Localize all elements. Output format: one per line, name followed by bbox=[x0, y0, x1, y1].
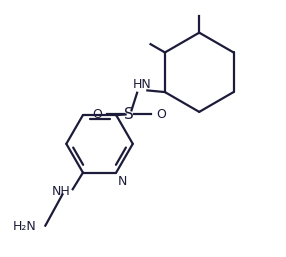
Text: HN: HN bbox=[132, 78, 151, 91]
Text: N: N bbox=[118, 175, 128, 188]
Text: O: O bbox=[156, 108, 166, 121]
Text: H₂N: H₂N bbox=[13, 221, 37, 233]
Text: S: S bbox=[124, 107, 134, 122]
Text: NH: NH bbox=[51, 185, 70, 198]
Text: O: O bbox=[92, 108, 102, 121]
